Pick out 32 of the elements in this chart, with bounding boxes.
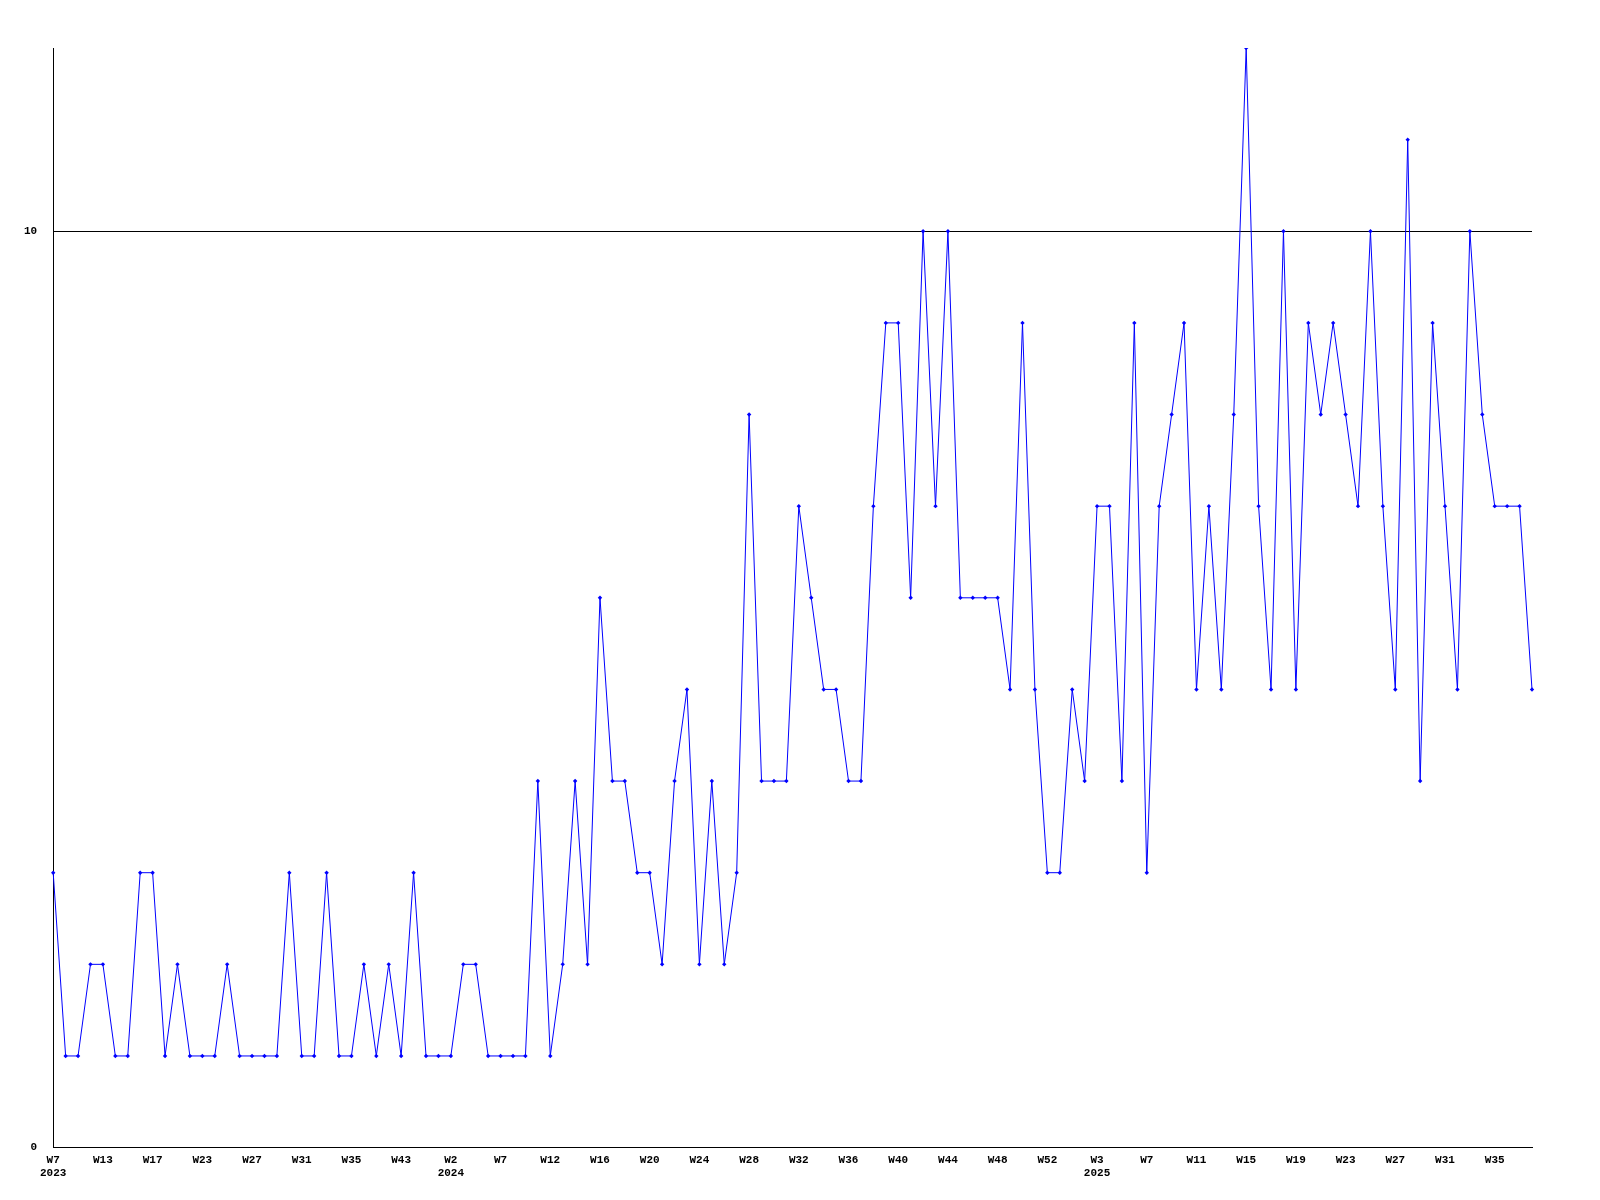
- x-tick-label: W3 2025: [1083, 1153, 1111, 1180]
- x-tick-label: W7: [493, 1153, 508, 1166]
- y-tick-label: 10: [24, 225, 38, 238]
- x-tick-label: W7 2023: [40, 1153, 67, 1180]
- x-tick-label: W27: [242, 1153, 262, 1166]
- y-tick-label: 0: [30, 1141, 38, 1154]
- x-tick-label: W35: [1484, 1153, 1506, 1166]
- x-tick-label: W16: [590, 1153, 610, 1166]
- x-tick-label: W17: [142, 1153, 163, 1166]
- x-tick-label: W19: [1285, 1153, 1306, 1166]
- x-tick-label: W20: [639, 1153, 660, 1166]
- x-tick-label: W11: [1186, 1153, 1207, 1166]
- x-tick-label: W31: [291, 1153, 313, 1166]
- x-tick-label: W44: [938, 1153, 959, 1166]
- x-tick-label: W24: [689, 1153, 710, 1166]
- x-tick-label: W27: [1385, 1153, 1406, 1166]
- x-tick-label: W35: [341, 1153, 362, 1166]
- x-tick-label: W43: [391, 1153, 412, 1166]
- x-tick-label: W32: [788, 1153, 809, 1166]
- x-tick-label: W36: [838, 1153, 859, 1166]
- x-tick-label: W12: [540, 1153, 561, 1166]
- x-tick-label: W28: [739, 1153, 760, 1166]
- x-tick-label: W48: [987, 1153, 1008, 1166]
- x-tick-label: W52: [1037, 1153, 1058, 1166]
- x-tick-label: W31: [1435, 1153, 1456, 1166]
- x-tick-label: W2 2024: [437, 1153, 465, 1180]
- x-tick-label: W13: [93, 1153, 114, 1166]
- x-tick-label: W15: [1236, 1153, 1257, 1166]
- x-tick-label: W40: [888, 1153, 909, 1166]
- x-tick-label: W7: [1140, 1153, 1154, 1166]
- x-tick-label: W23: [192, 1153, 213, 1166]
- x-tick-label: W23: [1335, 1153, 1356, 1166]
